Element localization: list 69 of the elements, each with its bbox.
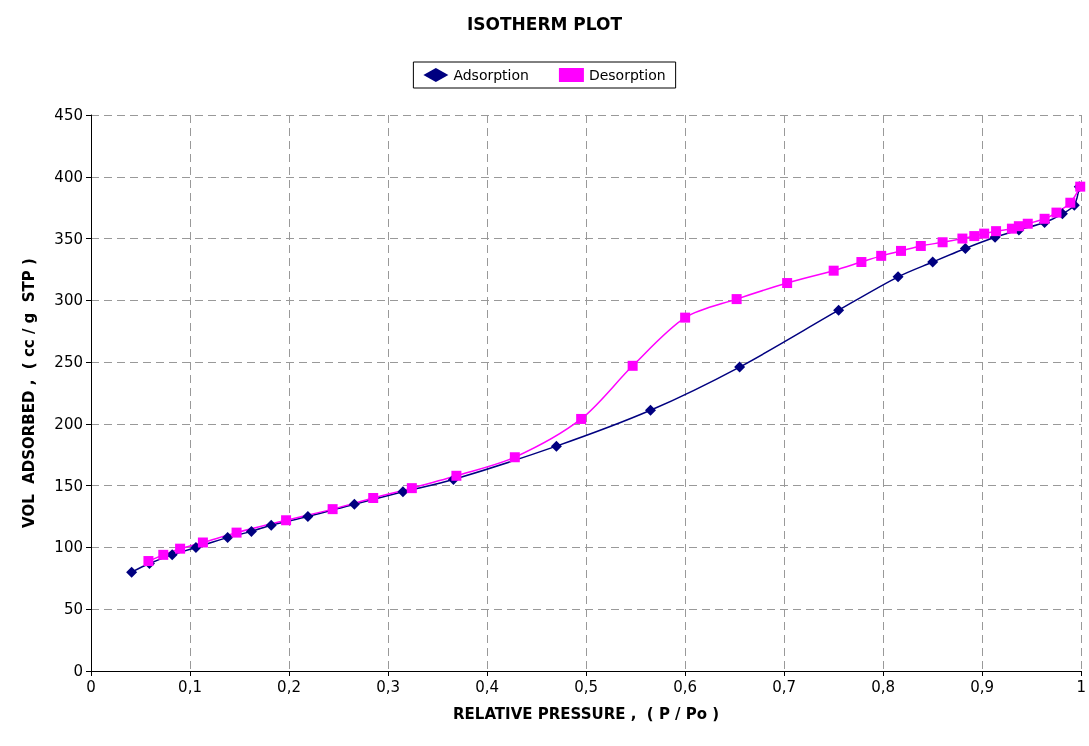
- point: [327, 504, 338, 515]
- point: [969, 231, 980, 242]
- point: [158, 549, 169, 560]
- point: [957, 233, 968, 244]
- point: [1022, 218, 1033, 229]
- point: [896, 245, 907, 256]
- y-tick-label: 100: [54, 538, 83, 557]
- point: [937, 237, 948, 248]
- x-tick-label: 0,4: [475, 677, 500, 696]
- y-tick-label: 150: [54, 476, 83, 495]
- y-tick-label: 0: [73, 662, 83, 680]
- point: [451, 470, 462, 481]
- y-tick-label: 350: [54, 229, 83, 248]
- point: [1013, 221, 1024, 232]
- x-tick-label: 1: [1076, 677, 1086, 696]
- point: [222, 532, 234, 544]
- point: [828, 265, 839, 276]
- point: [856, 257, 867, 268]
- point: [368, 493, 379, 504]
- x-tick-label: 0,9: [970, 677, 995, 696]
- x-tick-label: 0,7: [772, 677, 797, 696]
- legend-label: Desorption: [588, 67, 666, 83]
- y-tick-label: 200: [54, 414, 83, 433]
- point: [576, 413, 587, 424]
- point: [265, 519, 277, 531]
- y-axis-title: VOL ADSORBED , ( cc / g STP ): [19, 258, 38, 528]
- point: [231, 527, 242, 538]
- point: [892, 271, 904, 283]
- point: [644, 404, 656, 416]
- point: [550, 440, 562, 452]
- point: [734, 361, 746, 373]
- point: [509, 452, 520, 463]
- y-tick-label: 250: [54, 353, 83, 372]
- point: [1039, 213, 1050, 224]
- point: [991, 226, 1002, 237]
- point: [406, 483, 417, 494]
- point: [1051, 207, 1062, 218]
- point: [348, 498, 360, 510]
- legend-label: Adsorption: [453, 67, 529, 83]
- y-tick-label: 450: [54, 106, 83, 124]
- point: [915, 240, 926, 251]
- point: [876, 250, 887, 261]
- point: [175, 543, 186, 554]
- point: [833, 304, 845, 316]
- point: [979, 228, 990, 239]
- point: [126, 566, 138, 578]
- y-tick-label: 400: [54, 167, 83, 186]
- x-tick-label: 0,5: [574, 677, 599, 696]
- point: [302, 511, 314, 523]
- y-tick-label: 300: [54, 291, 83, 310]
- point: [1065, 197, 1076, 208]
- x-tick-label: 0,1: [178, 677, 202, 696]
- point: [959, 242, 971, 254]
- x-tick-label: 0: [86, 677, 96, 696]
- x-tick-label: 0,3: [376, 677, 400, 696]
- point: [731, 294, 742, 305]
- point: [680, 312, 691, 323]
- point: [281, 515, 292, 526]
- point: [782, 278, 793, 289]
- x-tick-label: 0,8: [871, 677, 896, 696]
- point: [197, 537, 208, 548]
- x-axis-title: RELATIVE PRESSURE , ( P / Po ): [453, 704, 720, 723]
- y-tick-label: 50: [63, 600, 83, 619]
- x-tick-label: 0,6: [673, 677, 698, 696]
- x-tick-label: 0,2: [277, 677, 301, 696]
- chart-title: ISOTHERM PLOT: [466, 13, 623, 34]
- point: [627, 360, 638, 371]
- point: [927, 256, 939, 268]
- point: [245, 525, 257, 537]
